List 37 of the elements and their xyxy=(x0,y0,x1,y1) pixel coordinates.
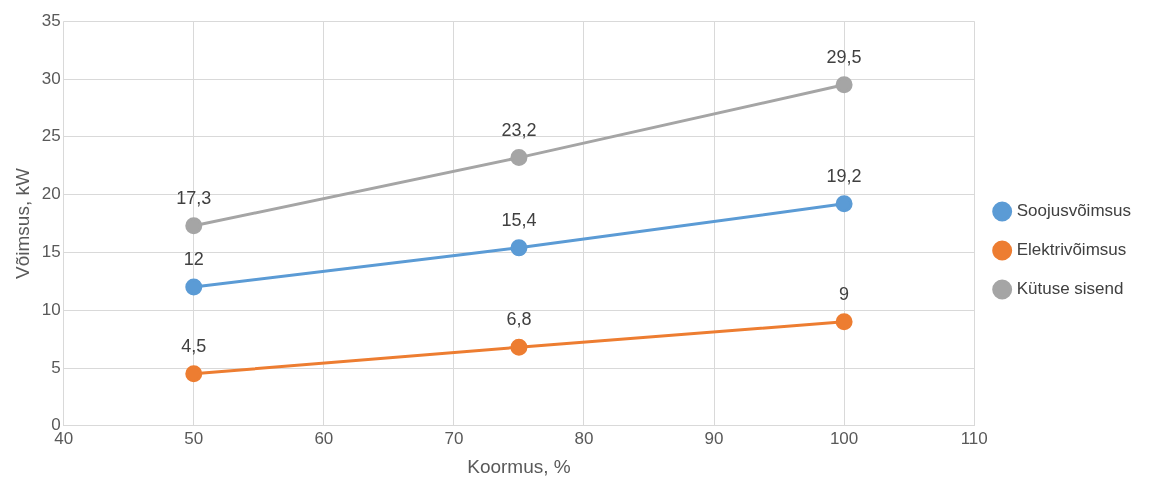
point xyxy=(835,76,853,94)
data-label: 9 xyxy=(839,283,850,304)
x-tick-label: 100 xyxy=(829,428,859,448)
x-tick-label: 90 xyxy=(704,428,724,448)
x-tick-label: 80 xyxy=(574,428,594,448)
data-label: 4,5 xyxy=(181,335,207,356)
data-label: 29,5 xyxy=(826,46,862,67)
y-tick-label: 30 xyxy=(41,68,61,88)
y-axis-title: Võimsus, kW xyxy=(11,168,33,279)
y-tick-label: 25 xyxy=(41,126,61,146)
legend-label: Soojusvõimsus xyxy=(1016,201,1131,221)
point xyxy=(185,278,203,296)
y-tick-label: 5 xyxy=(51,357,61,377)
point xyxy=(835,313,853,331)
y-tick-label: 10 xyxy=(41,299,61,319)
x-tick-label: 70 xyxy=(444,428,464,448)
y-tick-label: 20 xyxy=(41,184,61,204)
point xyxy=(510,239,528,257)
point xyxy=(185,217,203,235)
point xyxy=(510,338,528,356)
data-label: 23,2 xyxy=(501,119,537,140)
point xyxy=(510,149,528,167)
x-tick-label: 60 xyxy=(314,428,334,448)
data-label: 6,8 xyxy=(506,309,532,330)
legend-label: Elektrivõimsus xyxy=(1016,240,1127,260)
data-label: 15,4 xyxy=(501,209,537,230)
point xyxy=(185,365,203,383)
point xyxy=(835,195,853,213)
x-tick-label: 50 xyxy=(184,428,204,448)
data-label: 19,2 xyxy=(826,165,862,186)
data-label: 17,3 xyxy=(176,187,212,208)
y-tick-label: 35 xyxy=(41,10,61,30)
x-axis-title: Koormus, % xyxy=(467,455,571,477)
legend-label: Kütuse sisend xyxy=(1016,279,1124,299)
x-tick-label: 110 xyxy=(960,428,988,448)
y-tick-label: 15 xyxy=(41,242,61,262)
data-label: 12 xyxy=(183,249,204,270)
